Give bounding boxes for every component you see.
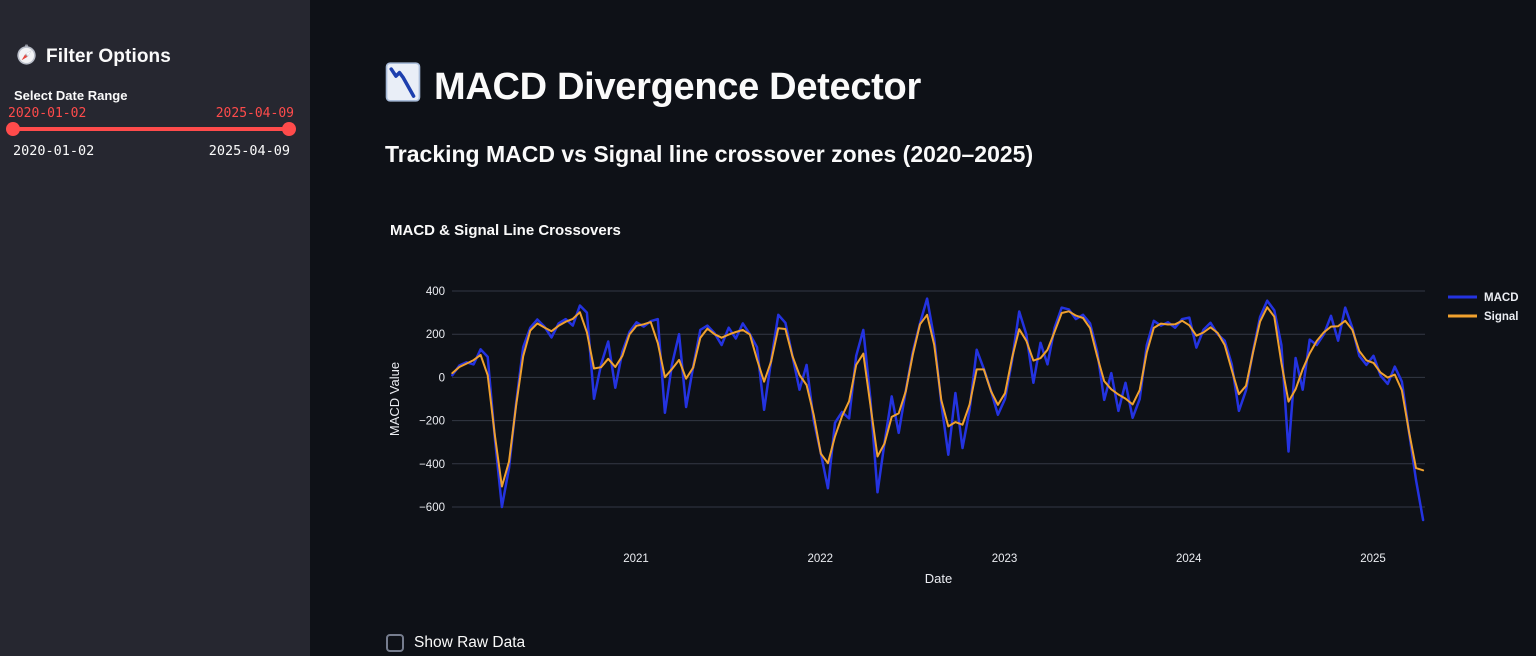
- signal-line: [451, 306, 1425, 488]
- slider-end-value: 2025-04-09: [215, 106, 294, 121]
- checkbox-label: Show Raw Data: [414, 634, 526, 651]
- y-tick-label: −600: [419, 502, 445, 514]
- slider-minmax-labels: 2020-01-02 2025-04-09: [13, 143, 290, 159]
- slider-label: Select Date Range: [14, 88, 128, 103]
- slider-thumb-start[interactable]: [6, 122, 20, 136]
- slider-current-values: 2020-01-02 2025-04-09: [8, 106, 294, 121]
- y-tick-label: 0: [439, 372, 445, 384]
- legend-label: Signal: [1484, 311, 1519, 323]
- date-range-slider[interactable]: [6, 122, 296, 136]
- page-title-text: MACD Divergence Detector: [434, 65, 921, 108]
- x-tick-label: 2024: [1176, 553, 1202, 565]
- x-tick-label: 2022: [807, 553, 833, 565]
- legend-item-signal[interactable]: Signal: [1448, 311, 1519, 323]
- legend-item-macd[interactable]: MACD: [1448, 292, 1519, 304]
- x-tick-label: 2025: [1360, 553, 1386, 565]
- slider-thumb-end[interactable]: [282, 122, 296, 136]
- macd-signal-chart[interactable]: 400 200 0 −200 −400 −600 2021 2022 2023 2024 2025 D…: [385, 260, 1536, 600]
- y-axis-title: MACD Value: [387, 362, 402, 436]
- legend-label: MACD: [1484, 292, 1519, 304]
- show-raw-data-checkbox[interactable]: Show Raw Data: [386, 634, 525, 652]
- page-subtitle: Tracking MACD vs Signal line crossover z…: [385, 141, 1034, 167]
- y-tick-label: 400: [426, 286, 445, 298]
- slider-start-value: 2020-01-02: [8, 106, 87, 121]
- slider-max-label: 2025-04-09: [208, 143, 290, 159]
- sidebar-header: Filter Options: [16, 44, 171, 70]
- x-tick-label: 2021: [623, 553, 649, 565]
- checkbox-box[interactable]: [386, 634, 404, 652]
- y-tick-label: 200: [426, 329, 445, 341]
- page-title: MACD Divergence Detector: [385, 62, 921, 112]
- y-tick-label: −200: [419, 416, 445, 428]
- sidebar-title: Filter Options: [46, 46, 171, 67]
- chart-title: MACD & Signal Line Crossovers: [390, 222, 621, 239]
- x-axis-title: Date: [925, 571, 952, 586]
- y-tick-label: −400: [419, 459, 445, 471]
- chart-decreasing-icon: [385, 62, 421, 112]
- x-tick-label: 2023: [992, 553, 1018, 565]
- compass-icon: [16, 44, 37, 70]
- slider-min-label: 2020-01-02: [13, 143, 95, 159]
- sidebar: Filter Options Select Date Range 2020-01…: [0, 0, 310, 656]
